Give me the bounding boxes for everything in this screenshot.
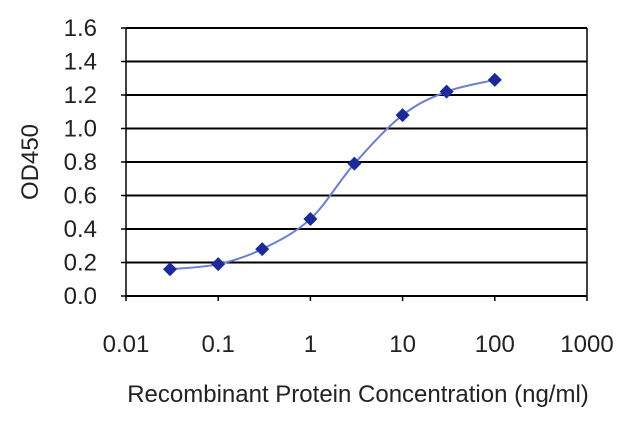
y-tick-label: 1.0: [64, 116, 97, 143]
y-tick-label: 1.4: [64, 49, 97, 76]
series-line: [169, 78, 496, 271]
gridlines: [126, 27, 587, 264]
y-tick-label: 1.2: [64, 82, 97, 109]
x-axis-title: Recombinant Protein Concentration (ng/ml…: [127, 381, 589, 408]
data-point: [255, 242, 270, 257]
x-tick-label: 1: [304, 331, 317, 358]
y-axis-ticks: 0.0 0.2 0.4 0.6 0.8 1.0 1.2 1.4 1.6: [64, 15, 126, 310]
data-point: [487, 72, 502, 87]
data-point: [439, 84, 454, 99]
y-tick-label: 0.8: [64, 149, 97, 176]
y-tick-label: 1.6: [64, 15, 97, 42]
data-point: [303, 211, 318, 226]
data-point: [162, 262, 177, 277]
x-tick-label: 0.1: [202, 331, 235, 358]
y-tick-label: 0.4: [64, 216, 97, 243]
x-tick-label: 1000: [560, 331, 613, 358]
x-tick-label: 100: [475, 331, 515, 358]
y-tick-label: 0.2: [64, 250, 97, 277]
data-point: [395, 108, 410, 123]
data-point: [211, 257, 226, 272]
series-layer: [162, 72, 502, 277]
x-tick-label: 0.01: [103, 331, 150, 358]
data-point: [347, 156, 362, 171]
y-axis-title: OD450: [17, 124, 44, 200]
x-axis-ticks: 0.01 0.1 1 10 100 1000: [103, 296, 614, 358]
y-tick-label: 0.6: [64, 183, 97, 210]
y-tick-label: 0.0: [64, 283, 97, 310]
x-tick-label: 10: [389, 331, 416, 358]
